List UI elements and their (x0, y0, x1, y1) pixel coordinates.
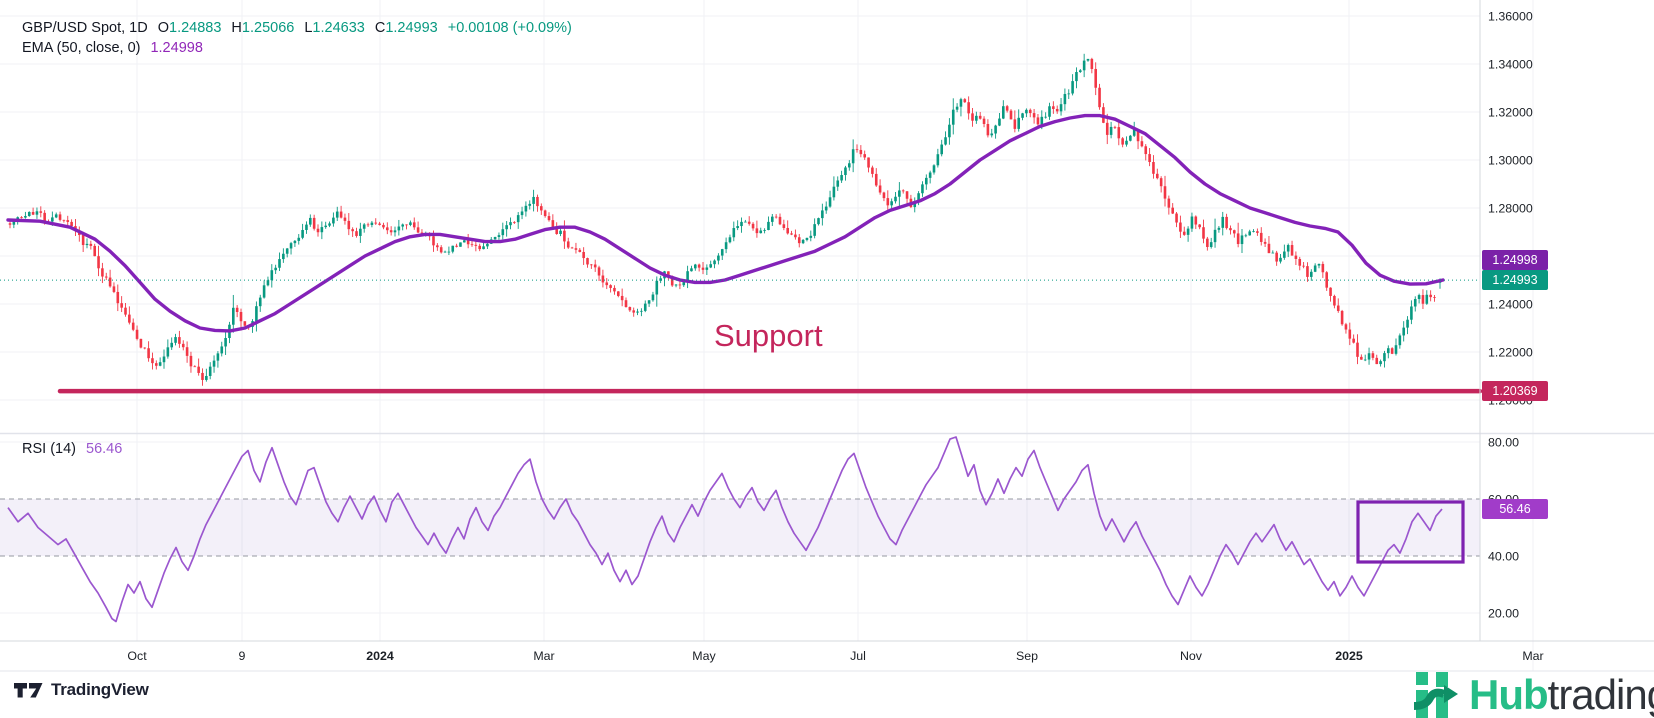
svg-text:1.36000: 1.36000 (1488, 9, 1533, 23)
price-axis[interactable]: 1.360001.340001.320001.300001.280001.260… (1488, 9, 1533, 407)
change-value: +0.00108 (+0.09%) (447, 20, 572, 36)
svg-text:May: May (692, 649, 716, 663)
svg-text:Nov: Nov (1180, 649, 1203, 663)
low-label: L (304, 20, 313, 36)
rsi-label: RSI (14) (22, 441, 76, 457)
ema-price-badge: 1.24998 (1482, 250, 1548, 270)
rsi-rectangle-annotation[interactable] (1356, 500, 1465, 564)
time-axis[interactable]: Oct 9 2024 Mar May Jul Sep Nov 2025 Mar (127, 649, 1543, 663)
open-label: O (157, 20, 169, 36)
svg-text:Oct: Oct (127, 649, 147, 663)
last-price-badge: 1.24993 (1482, 270, 1548, 290)
pane-separators (0, 0, 1654, 672)
hub-text-green: Hub (1469, 671, 1549, 718)
svg-text:40.00: 40.00 (1488, 549, 1519, 563)
grid-lines (0, 0, 1534, 671)
svg-text:1.34000: 1.34000 (1488, 57, 1533, 71)
svg-text:1.30000: 1.30000 (1488, 153, 1533, 167)
svg-text:2024: 2024 (366, 649, 394, 663)
hubtrading-icon (1413, 672, 1458, 718)
ema-label: EMA (50, close, 0) (22, 40, 141, 56)
rsi-value-badge: 56.46 (1482, 499, 1548, 519)
svg-text:1.22000: 1.22000 (1488, 345, 1533, 359)
ema-line[interactable] (6, 113, 1445, 333)
tradingview-watermark[interactable]: TradingView (14, 680, 149, 700)
close-value: 1.24993 (385, 20, 438, 36)
svg-text:2025: 2025 (1335, 649, 1363, 663)
svg-text:9: 9 (239, 649, 246, 663)
close-label: C (374, 20, 386, 36)
low-value: 1.24633 (312, 20, 365, 36)
rsi-legend[interactable]: RSI (14) 56.46 (22, 441, 122, 457)
ohlc-row: GBP/USD Spot, 1D O1.24883 H1.25066 L1.24633… (22, 20, 572, 36)
tradingview-icon (14, 683, 43, 698)
open-value: 1.24883 (169, 20, 222, 36)
rsi-band (0, 498, 1480, 557)
trading-text-dark: trading (1547, 671, 1654, 718)
high-value: 1.25066 (241, 20, 295, 36)
ema-value: 1.24998 (150, 40, 203, 56)
tradingview-text: TradingView (51, 680, 149, 699)
rsi-line[interactable] (7, 436, 1443, 623)
symbol-legend[interactable]: GBP/USD Spot, 1D O1.24883 H1.25066 L1.24633… (22, 20, 572, 56)
svg-text:1.32000: 1.32000 (1488, 105, 1533, 119)
svg-text:20.00: 20.00 (1488, 606, 1519, 620)
svg-text:1.24000: 1.24000 (1488, 297, 1533, 311)
high-label: H (231, 20, 242, 36)
svg-text:Sep: Sep (1016, 649, 1038, 663)
symbol-title[interactable]: GBP/USD Spot, 1D (22, 20, 148, 36)
svg-text:Mar: Mar (1522, 649, 1543, 663)
ema-row[interactable]: EMA (50, close, 0) 1.24998 (22, 40, 572, 56)
svg-text:80.00: 80.00 (1488, 435, 1519, 449)
svg-text:Jul: Jul (850, 649, 866, 663)
svg-text:1.28000: 1.28000 (1488, 201, 1533, 215)
svg-text:Mar: Mar (533, 649, 554, 663)
support-annotation-text[interactable]: Support (714, 318, 823, 353)
hubtrading-text: Hubtrading (1469, 672, 1654, 718)
hubtrading-logo[interactable]: Hubtrading (1412, 668, 1654, 718)
rsi-value: 56.46 (86, 441, 123, 457)
support-price-badge: 1.20369 (1482, 381, 1548, 401)
